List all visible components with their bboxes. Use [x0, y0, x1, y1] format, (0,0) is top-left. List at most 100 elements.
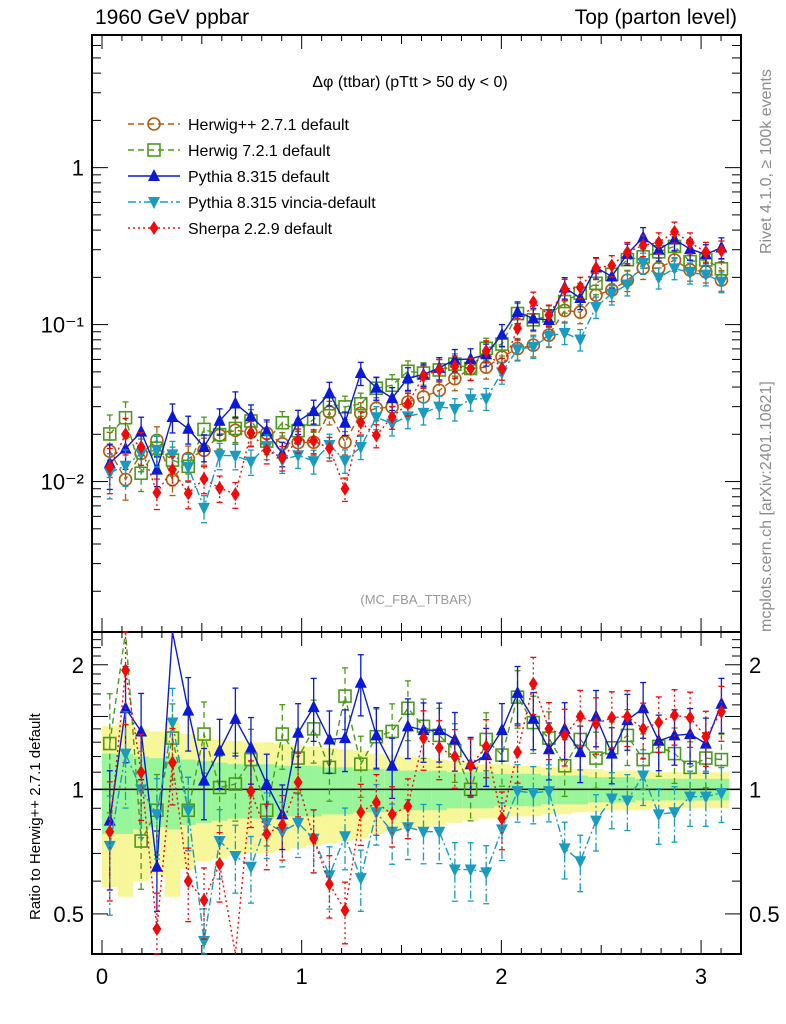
data-point [370, 380, 383, 393]
data-point [433, 826, 446, 839]
header-left: 1960 GeV ppbar [95, 6, 250, 29]
plot-title: Δφ (ttbar) (pTtt > 50 dy < 0) [312, 74, 507, 91]
ratio-frame [91, 631, 742, 955]
data-point [371, 795, 381, 810]
data-point [622, 709, 632, 724]
data-point [450, 359, 460, 374]
legend-marker [148, 197, 160, 209]
data-point [511, 685, 524, 698]
legend-label: Pythia 8.315 vincia-default [188, 195, 376, 212]
data-point [668, 807, 681, 820]
data-point [307, 700, 320, 713]
data-point [182, 421, 195, 434]
legend-label: Sherpa 2.2.9 default [188, 221, 333, 238]
legend-label: Herwig 7.2.1 default [188, 143, 331, 160]
data-point [684, 267, 697, 280]
data-point [715, 787, 728, 800]
data-point [150, 462, 163, 475]
data-point [213, 450, 226, 463]
data-point [668, 263, 681, 276]
data-point [590, 709, 603, 722]
data-point [575, 709, 585, 724]
data-point [309, 831, 319, 846]
data-point [102, 427, 117, 441]
data-point [277, 450, 287, 465]
y-tick-label: 1 [72, 156, 84, 181]
data-point [450, 749, 460, 764]
data-point [497, 361, 507, 376]
data-point [275, 727, 290, 741]
series-line [109, 245, 722, 475]
series-line [109, 259, 722, 481]
data-point [466, 361, 476, 376]
data-point [448, 732, 461, 745]
data-point [417, 407, 430, 420]
data-point [386, 758, 399, 771]
band-inner [478, 772, 495, 809]
data-point [121, 663, 131, 678]
band-inner [305, 765, 322, 817]
data-point [481, 739, 491, 754]
data-point [135, 724, 148, 737]
series-main-0 [102, 249, 729, 501]
series-ratio-3 [105, 631, 726, 955]
data-point [605, 793, 618, 806]
data-point [354, 441, 367, 454]
data-point [354, 365, 367, 378]
data-point [433, 723, 446, 736]
data-point [119, 748, 132, 761]
data-point [417, 826, 430, 839]
data-point [370, 728, 383, 741]
data-point [354, 873, 367, 886]
series-line [109, 631, 722, 844]
data-point [637, 770, 650, 783]
data-point [309, 433, 319, 448]
data-point [229, 450, 242, 463]
data-point [371, 428, 381, 443]
data-point [418, 731, 428, 746]
legend-item: Sherpa 2.2.9 default [128, 221, 333, 238]
data-point [105, 460, 115, 475]
data-point [340, 481, 350, 496]
data-point [544, 721, 554, 736]
data-point [448, 864, 461, 877]
data-point [527, 311, 540, 324]
y-tick-label: 10⁻¹ [41, 313, 84, 338]
legend: Herwig++ 2.7.1 default Herwig 7.2.1 defau… [128, 117, 376, 238]
data-point [387, 807, 397, 822]
data-point [199, 471, 209, 486]
data-point [464, 394, 477, 407]
data-point [244, 740, 257, 753]
band-inner [415, 770, 432, 811]
data-point [607, 258, 617, 273]
legend-item: Pythia 8.315 default [128, 169, 330, 186]
data-point [434, 362, 444, 377]
data-point [277, 817, 287, 832]
data-point [544, 308, 554, 323]
data-point [495, 327, 508, 340]
header-right: Top (parton level) [574, 6, 737, 29]
data-point [183, 486, 193, 501]
data-point [198, 773, 211, 786]
data-point [356, 805, 366, 820]
data-point [652, 809, 665, 822]
data-point [605, 269, 618, 282]
data-point [166, 449, 179, 462]
data-point [244, 861, 257, 874]
rivet-version-label: Rivet 4.1.0, ≥ 100k events [758, 69, 775, 254]
data-point [699, 269, 712, 282]
data-point [637, 701, 650, 714]
data-point [244, 456, 257, 469]
data-point [591, 716, 601, 731]
data-point [262, 443, 272, 458]
data-point [339, 415, 352, 428]
data-point [652, 733, 665, 746]
data-point [293, 432, 303, 447]
data-point [339, 831, 352, 844]
data-point [575, 280, 585, 295]
data-point [182, 805, 195, 818]
data-point [417, 723, 430, 736]
data-point [229, 851, 242, 864]
data-point [495, 824, 508, 837]
data-point [715, 276, 728, 289]
